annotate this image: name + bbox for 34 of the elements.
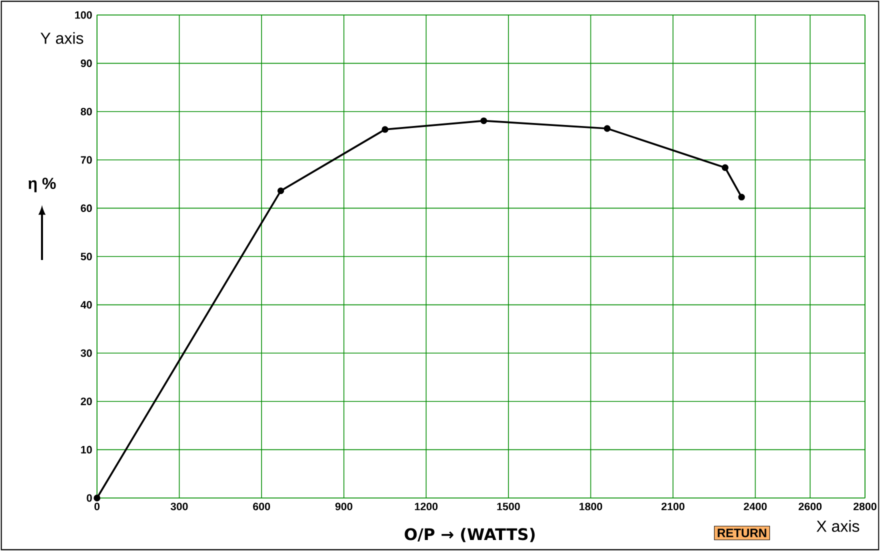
x-tick-label: 2100 (662, 502, 684, 510)
point (480, 117, 488, 124)
y-tick-label: 20 (80, 398, 92, 406)
point (382, 126, 388, 133)
x-tick-label: 900 (335, 502, 352, 510)
y-tick-label: 100 (75, 11, 92, 19)
y-tick-label: 30 (80, 349, 92, 357)
point (604, 125, 611, 132)
x-tick-label: 0 (94, 502, 100, 510)
y-tick-label: 90 (80, 60, 92, 68)
point (738, 194, 745, 200)
point (94, 494, 100, 502)
x-tick-label: 600 (253, 502, 270, 510)
x-tick-label: 1500 (497, 502, 520, 510)
y-tick-label: 70 (80, 156, 92, 164)
x-tick-label: 300 (170, 502, 188, 510)
y-tick-label: 80 (80, 108, 92, 116)
x-tick-label: 2600 (798, 502, 822, 510)
y-tick-label: 60 (80, 204, 92, 212)
x-tick-label: 1200 (414, 502, 438, 510)
text: RETURN (718, 528, 766, 538)
y-tick-label: 50 (80, 252, 92, 260)
point (722, 164, 728, 171)
y-axis-title: η % (28, 178, 56, 192)
point (277, 187, 284, 194)
x-tick-label: 1800 (580, 502, 602, 510)
x-axis-title: O/P → (WATTS) (404, 528, 535, 542)
y-tick-label: 40 (80, 301, 92, 309)
y-tick-label: 0 (86, 494, 92, 502)
x-tick-label: 2400 (744, 502, 767, 510)
y-tick-label: 10 (81, 446, 92, 454)
text: Y axis (40, 32, 84, 44)
text: X axis (816, 520, 860, 532)
x-tick-label: 2800 (854, 502, 876, 510)
